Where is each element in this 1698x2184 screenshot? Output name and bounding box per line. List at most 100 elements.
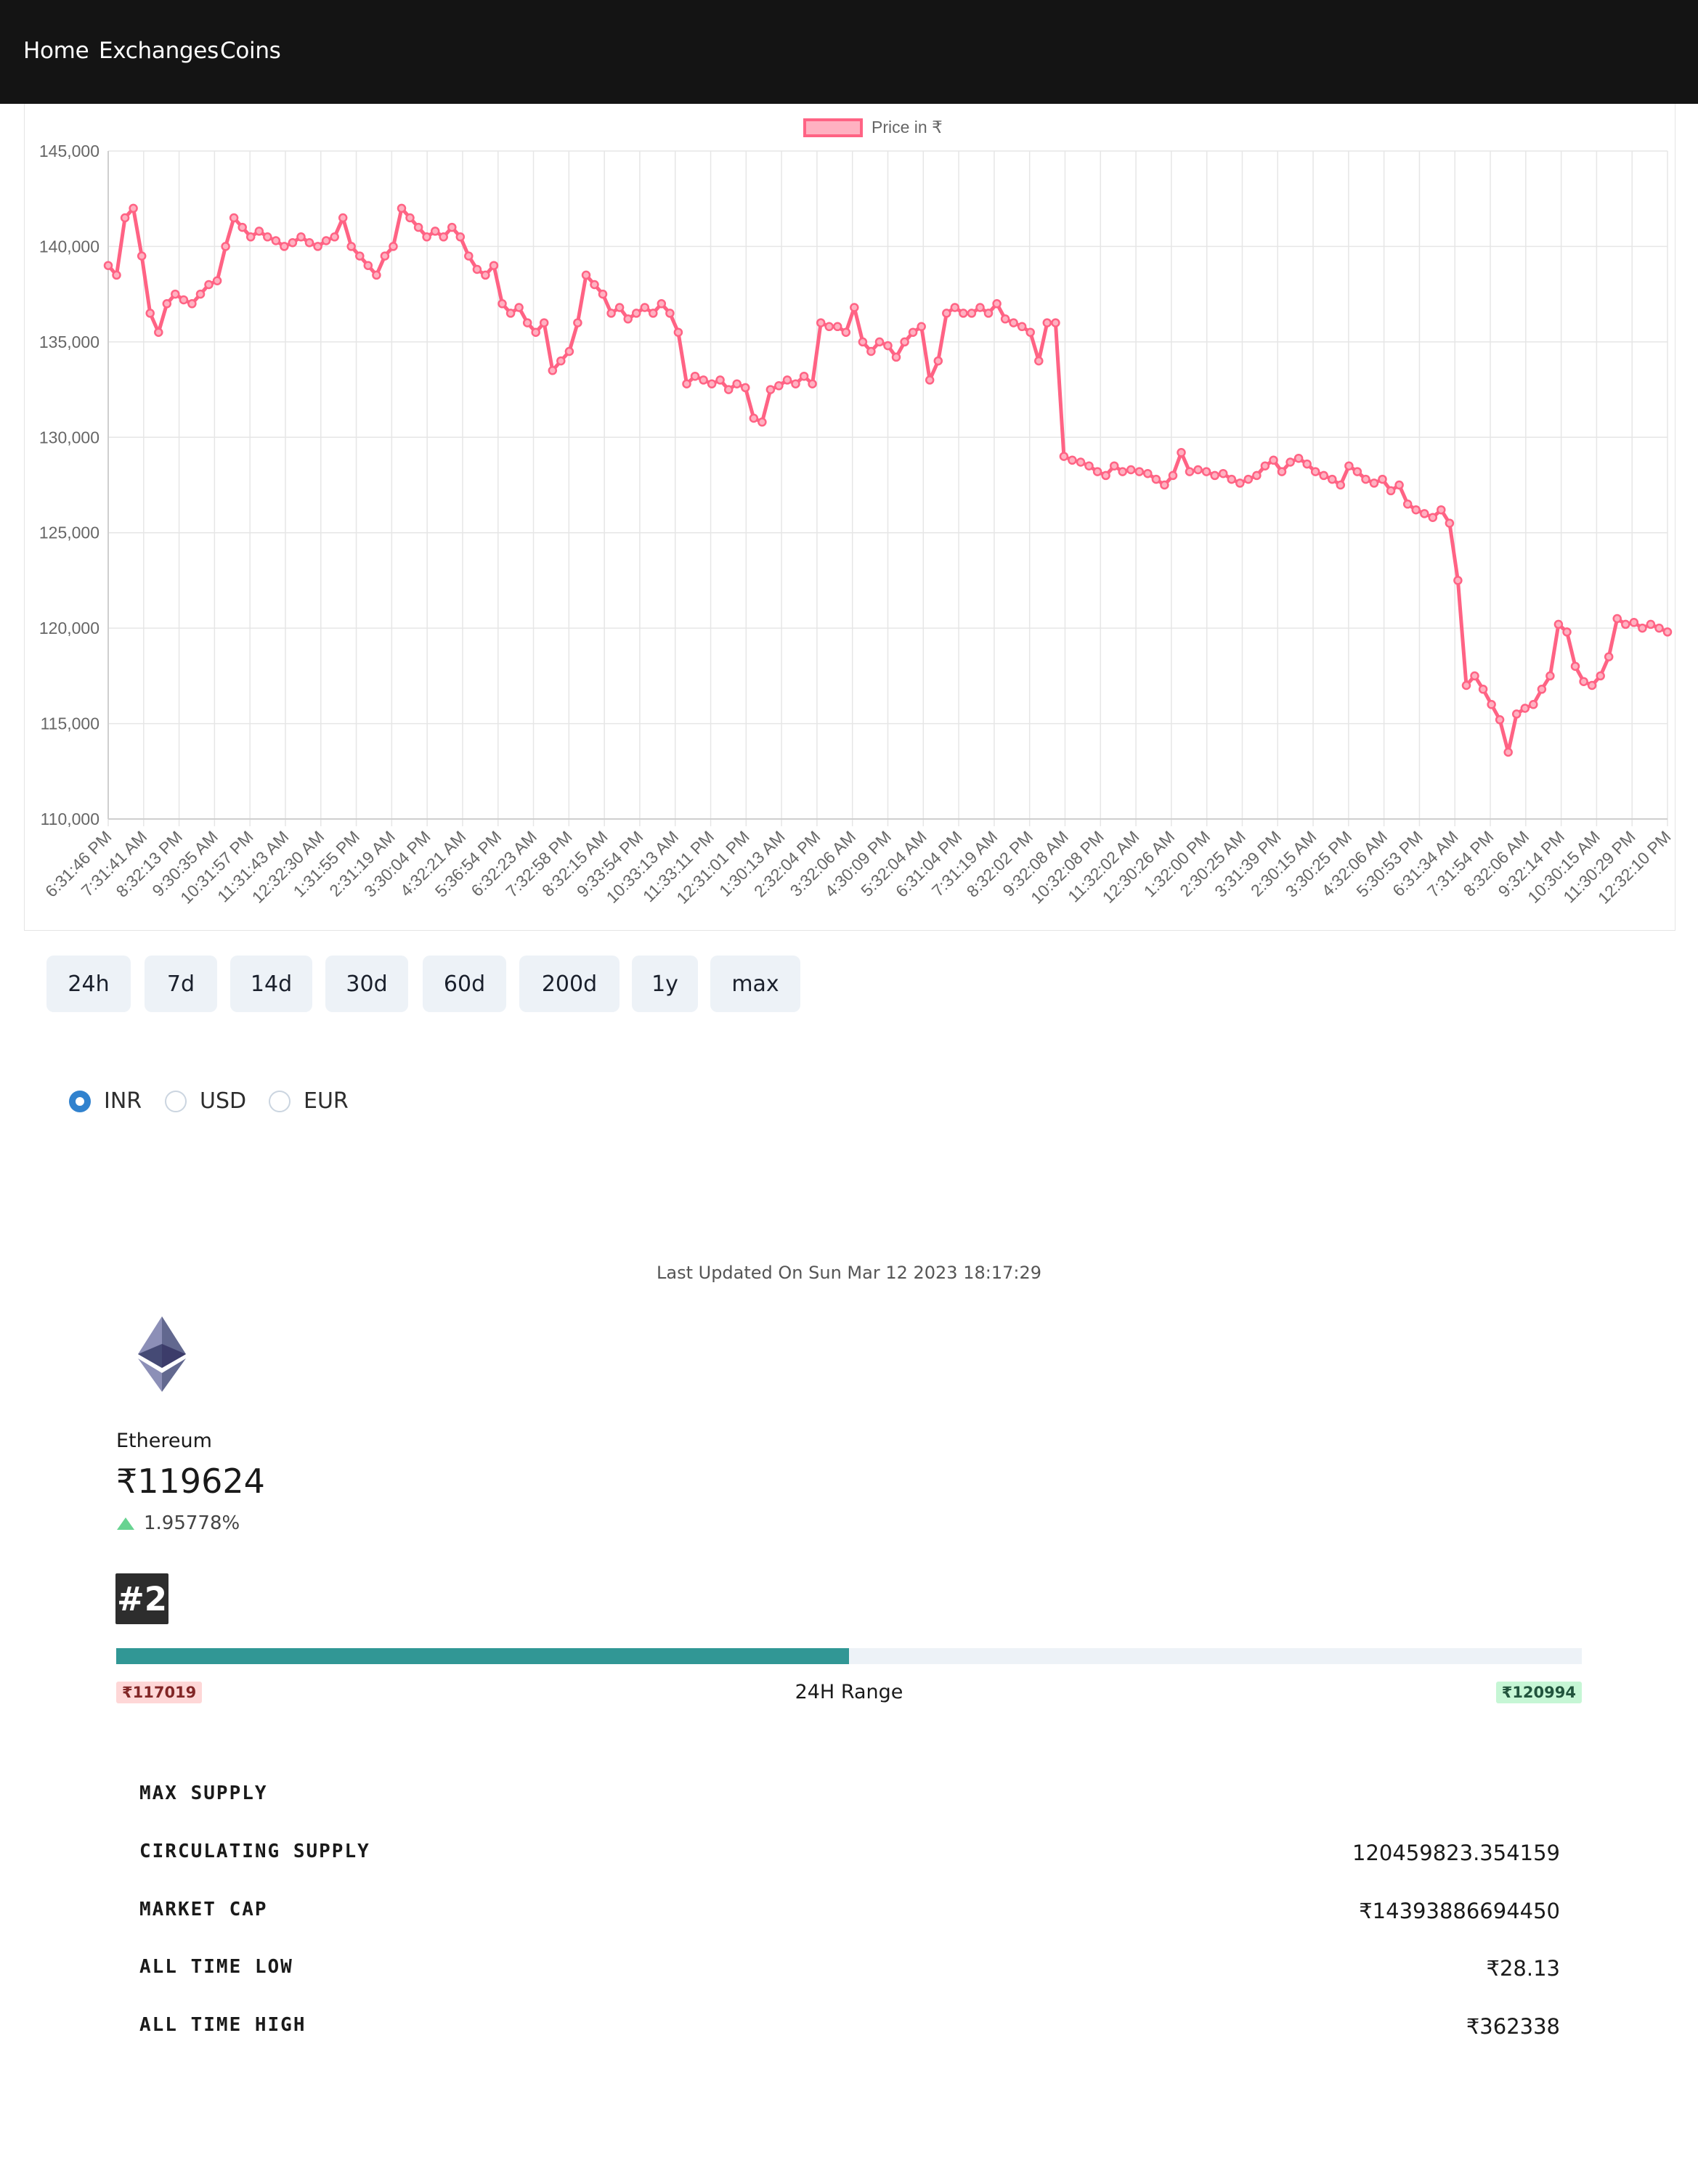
price-point <box>154 327 163 337</box>
price-point <box>1537 685 1547 694</box>
timeframe-7d-button[interactable]: 7d <box>145 956 217 1012</box>
price-point <box>715 375 725 385</box>
price-point <box>573 318 582 327</box>
price-point <box>103 261 113 270</box>
stat-all-time-low-label: All Time Low <box>139 1956 293 1978</box>
price-point <box>1293 453 1304 463</box>
price-point <box>1210 470 1219 481</box>
price-point <box>741 383 750 393</box>
price-point <box>1361 474 1370 484</box>
price-point <box>514 303 524 312</box>
price-point <box>1621 619 1630 629</box>
y-tick-label: 115,000 <box>41 714 99 733</box>
price-point <box>983 309 994 318</box>
price-point <box>1503 747 1513 757</box>
price-point <box>1277 467 1287 476</box>
price-point <box>891 352 901 362</box>
radio-unchecked-icon[interactable] <box>165 1090 187 1112</box>
nav-exchanges-link[interactable]: Exchanges <box>99 38 219 64</box>
price-point <box>1302 459 1312 469</box>
y-tick-label: 145,000 <box>39 142 99 160</box>
legend-label: Price in ₹ <box>872 118 943 136</box>
currency-inr-radio[interactable]: INR <box>69 1088 142 1114</box>
price-point <box>489 261 499 270</box>
radio-unchecked-icon[interactable] <box>269 1090 291 1112</box>
timeframe-60d-button[interactable]: 60d <box>423 956 506 1012</box>
price-point <box>1445 518 1455 528</box>
price-point <box>649 309 658 318</box>
price-point <box>330 232 339 242</box>
currency-eur-radio[interactable]: EUR <box>269 1088 349 1114</box>
nav-coins-link[interactable]: Coins <box>220 38 281 64</box>
price-point <box>866 346 876 356</box>
stat-market-cap-value: ₹14393886694450 <box>1359 1899 1560 1923</box>
y-tick-label: 140,000 <box>39 237 99 256</box>
currency-usd-radio[interactable]: USD <box>165 1088 246 1114</box>
price-point <box>749 413 759 423</box>
price-point <box>372 270 381 280</box>
price-chart-container: 110,000 115,000 120,000 125,000 130,000 135,0… <box>24 104 1675 931</box>
price-point <box>1336 480 1346 490</box>
price-point <box>1101 470 1110 481</box>
price-point <box>1235 478 1245 488</box>
price-point <box>405 213 415 223</box>
price-point <box>1646 619 1656 629</box>
nav-home-link[interactable]: Home <box>23 38 89 64</box>
timeframe-max-button[interactable]: max <box>710 956 800 1012</box>
price-point <box>1193 465 1203 475</box>
price-point <box>757 417 767 427</box>
price-point <box>581 270 591 280</box>
stat-circulating-supply-label: Circulating Supply <box>139 1841 370 1862</box>
price-point <box>447 222 457 232</box>
price-point <box>657 299 667 309</box>
y-tick-label: 130,000 <box>39 428 99 447</box>
price-point <box>1000 314 1010 324</box>
price-point <box>732 379 742 388</box>
rank-badge: #2 <box>115 1573 168 1624</box>
timeframe-24h-button[interactable]: 24h <box>46 956 131 1012</box>
timeframe-30d-button[interactable]: 30d <box>325 956 408 1012</box>
radio-checked-icon[interactable] <box>69 1090 91 1112</box>
currency-usd-label: USD <box>200 1088 247 1114</box>
timeframe-14d-button[interactable]: 14d <box>230 956 312 1012</box>
timeframe-200d-button[interactable]: 200d <box>519 956 620 1012</box>
price-point <box>1386 486 1396 496</box>
price-point <box>1319 470 1328 481</box>
price-point <box>942 309 951 318</box>
timeframe-1y-button[interactable]: 1y <box>632 956 698 1012</box>
stat-all-time-high-value: ₹362338 <box>1466 2014 1560 2039</box>
legend-swatch <box>803 118 863 137</box>
price-point <box>1260 461 1270 470</box>
coin-name: Ethereum <box>116 1430 212 1452</box>
price-point <box>472 264 482 274</box>
ethereum-logo-icon <box>138 1316 186 1392</box>
triangle-up-icon <box>117 1517 134 1530</box>
price-point <box>917 322 926 332</box>
price-point <box>1051 318 1060 327</box>
price-point <box>1092 467 1102 476</box>
price-point <box>1529 700 1538 709</box>
price-point <box>1369 478 1379 488</box>
price-point <box>204 280 214 290</box>
price-point <box>933 356 943 366</box>
price-point <box>623 314 633 324</box>
currency-inr-label: INR <box>104 1088 142 1114</box>
price-point <box>992 299 1002 309</box>
y-tick-label: 110,000 <box>41 810 99 828</box>
price-point <box>245 232 256 242</box>
price-point <box>723 385 734 394</box>
price-point <box>967 309 977 318</box>
price-point <box>288 237 298 248</box>
price-point <box>1587 680 1597 690</box>
price-point <box>505 309 516 318</box>
price-point <box>439 232 448 242</box>
price-point <box>765 385 776 394</box>
price-point <box>1328 474 1337 484</box>
price-point <box>841 327 851 337</box>
price-point <box>564 346 574 356</box>
price-point <box>162 299 172 309</box>
price-point <box>363 261 373 270</box>
price-point <box>682 379 691 388</box>
range-high-badge: ₹120994 <box>1495 1682 1582 1703</box>
price-point <box>590 280 599 290</box>
